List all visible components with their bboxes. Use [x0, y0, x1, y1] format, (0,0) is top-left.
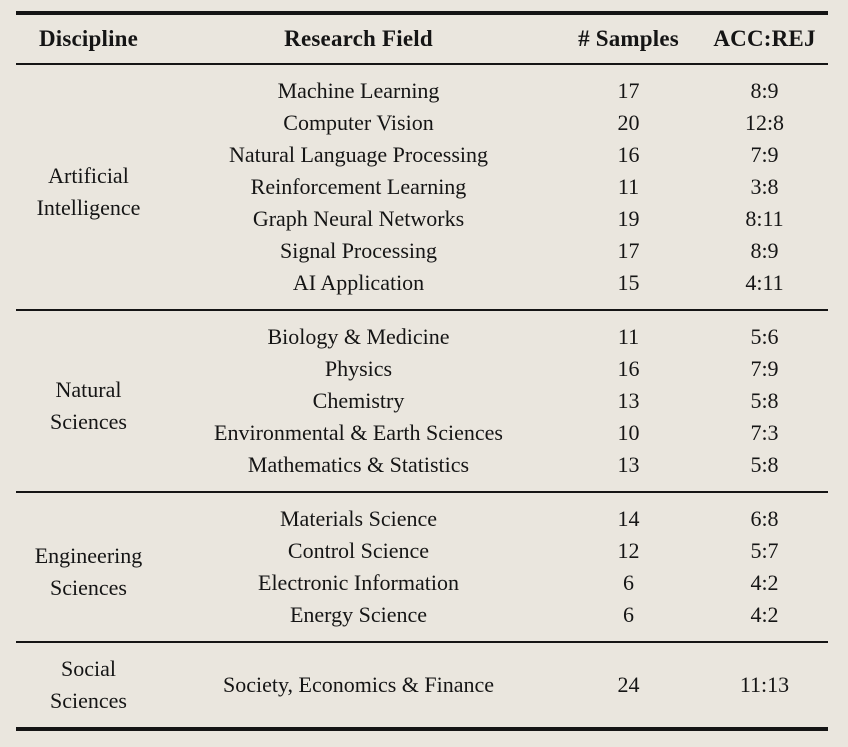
field-cell: Materials Science — [280, 506, 437, 531]
ratio-cell: 7:9 — [750, 142, 779, 167]
table-row: Mathematics & Statistics 13 5:8 — [16, 449, 828, 492]
ratio-cell: 5:7 — [750, 538, 779, 563]
column-header-acc-rej: ACC:REJ — [713, 26, 816, 51]
table-row: Reinforcement Learning 11 3:8 — [16, 171, 828, 203]
table-row: Natural Sciences Biology & Medicine 11 5… — [16, 310, 828, 434]
samples-cell: 17 — [617, 238, 640, 263]
discipline-research-table: Discipline Research Field # Samples ACC:… — [16, 11, 828, 731]
samples-cell: 11 — [617, 174, 640, 199]
group-natural-sciences: Natural Sciences Biology & Medicine 11 5… — [16, 310, 828, 492]
ratio-cell: 4:2 — [750, 570, 779, 595]
samples-cell: 10 — [617, 420, 640, 445]
field-cell: Natural Language Processing — [228, 142, 489, 167]
samples-cell: 15 — [617, 270, 640, 295]
table-row: Control Science 12 5:7 — [16, 535, 828, 567]
column-header-discipline: Discipline — [38, 26, 139, 51]
table-row: Social Sciences Society, Economics & Fin… — [16, 642, 828, 729]
ratio-cell: 6:8 — [750, 506, 779, 531]
field-cell: Chemistry — [312, 388, 405, 413]
samples-cell: 16 — [617, 356, 640, 381]
samples-cell: 6 — [623, 602, 634, 627]
field-cell: Environmental & Earth Sciences — [214, 420, 503, 445]
table-row: Engineering Sciences Materials Science 1… — [16, 492, 828, 600]
ratio-cell: 5:8 — [750, 388, 779, 413]
discipline-cell: Engineering Sciences — [34, 543, 143, 600]
samples-cell: 24 — [617, 672, 640, 697]
ratio-cell: 12:8 — [744, 110, 785, 135]
ratio-cell: 8:9 — [750, 238, 779, 263]
samples-cell: 14 — [617, 506, 640, 531]
table-row: Environmental & Earth Sciences 10 7:3 — [16, 417, 828, 449]
field-cell: Control Science — [287, 538, 430, 563]
field-cell: Biology & Medicine — [267, 324, 450, 349]
field-cell: Society, Economics & Finance — [222, 672, 495, 697]
column-header-research-field: Research Field — [284, 26, 433, 51]
ratio-cell: 3:8 — [750, 174, 779, 199]
field-cell: Electronic Information — [258, 570, 459, 595]
table-row: Energy Science 6 4:2 — [16, 599, 828, 642]
samples-cell: 16 — [617, 142, 640, 167]
table-header: Discipline Research Field # Samples ACC:… — [16, 13, 828, 64]
table-row: Computer Vision 20 12:8 — [16, 107, 828, 139]
samples-cell: 20 — [617, 110, 640, 135]
ratio-cell: 4:2 — [750, 602, 779, 627]
ratio-cell: 7:9 — [750, 356, 779, 381]
discipline-cell: Social Sciences — [50, 656, 127, 713]
ratio-cell: 8:9 — [750, 78, 779, 103]
ratio-cell: 5:6 — [750, 324, 779, 349]
group-artificial-intelligence: Artificial Intelligence Machine Learning… — [16, 64, 828, 310]
field-cell: Physics — [324, 356, 393, 381]
table-row: Signal Processing 17 8:9 — [16, 235, 828, 267]
ratio-cell: 4:11 — [745, 270, 784, 295]
samples-cell: 11 — [617, 324, 640, 349]
group-engineering-sciences: Engineering Sciences Materials Science 1… — [16, 492, 828, 642]
samples-cell: 13 — [617, 452, 640, 477]
field-cell: Energy Science — [289, 602, 428, 627]
column-header-samples: # Samples — [578, 26, 679, 51]
field-cell: Machine Learning — [277, 78, 440, 103]
ratio-cell: 5:8 — [750, 452, 779, 477]
table-row: Physics 16 7:9 — [16, 353, 828, 385]
group-social-sciences: Social Sciences Society, Economics & Fin… — [16, 642, 828, 729]
ratio-cell: 8:11 — [745, 206, 784, 231]
discipline-cell: Natural Sciences — [50, 377, 127, 434]
table-row: Natural Language Processing 16 7:9 — [16, 139, 828, 171]
ratio-cell: 11:13 — [739, 672, 790, 697]
table-row: Graph Neural Networks 19 8:11 — [16, 203, 828, 235]
field-cell: Computer Vision — [283, 110, 434, 135]
table-row: Artificial Intelligence Machine Learning… — [16, 64, 828, 220]
samples-cell: 12 — [617, 538, 640, 563]
samples-cell: 17 — [617, 78, 640, 103]
table-row: AI Application 15 4:11 — [16, 267, 828, 310]
field-cell: AI Application — [292, 270, 425, 295]
table-row: Chemistry 13 5:8 — [16, 385, 828, 417]
discipline-cell: Artificial Intelligence — [36, 163, 141, 220]
table-row: Electronic Information 6 4:2 — [16, 567, 828, 599]
field-cell: Mathematics & Statistics — [247, 452, 470, 477]
samples-cell: 13 — [617, 388, 640, 413]
header-row: Discipline Research Field # Samples ACC:… — [16, 13, 828, 64]
samples-cell: 19 — [617, 206, 640, 231]
samples-cell: 6 — [623, 570, 634, 595]
field-cell: Reinforcement Learning — [250, 174, 467, 199]
ratio-cell: 7:3 — [750, 420, 779, 445]
field-cell: Graph Neural Networks — [252, 206, 465, 231]
field-cell: Signal Processing — [279, 238, 438, 263]
